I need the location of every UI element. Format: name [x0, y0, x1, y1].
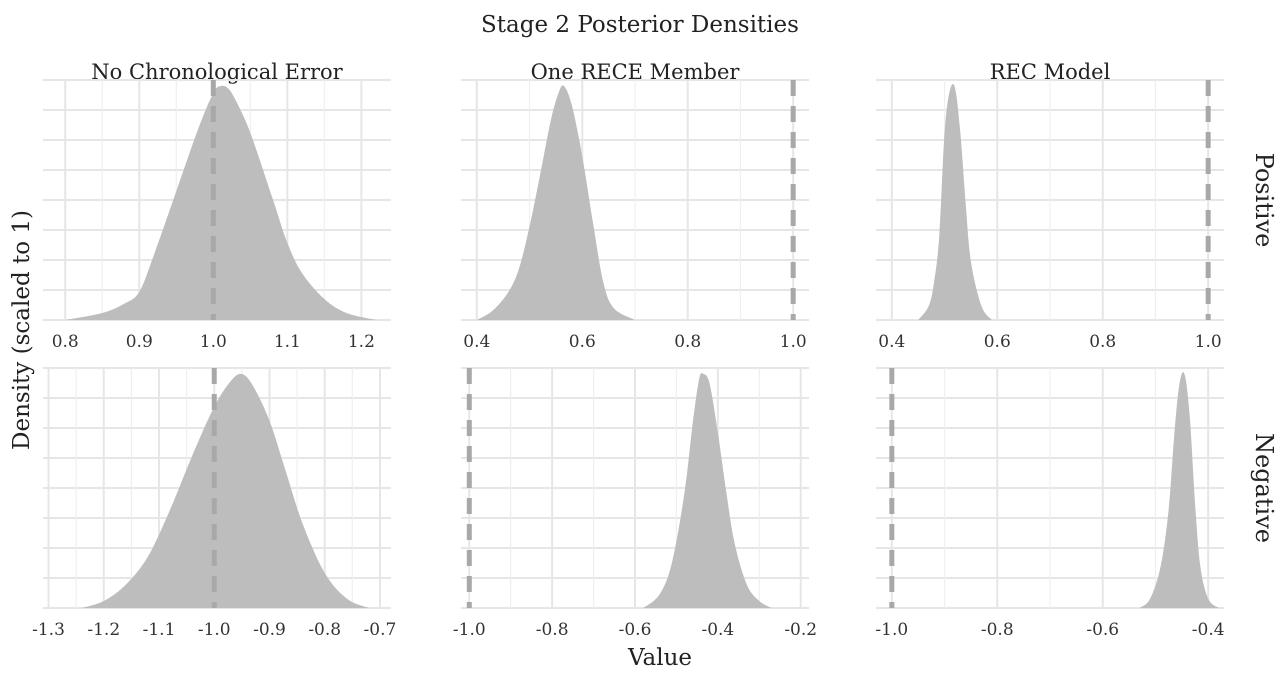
- row-strip-label: Negative: [1250, 433, 1278, 543]
- x-tick-label: -1.0: [198, 620, 231, 640]
- facet-panel: 0.4 0.6 0.8 1.0: [876, 79, 1224, 352]
- panels-group: No Chronological Error One RECE Member REC…: [32, 60, 1278, 640]
- x-tick-label: 1.1: [274, 332, 301, 352]
- x-axis-label: Value: [627, 645, 692, 671]
- x-tick-label: -0.4: [1192, 620, 1225, 640]
- density-area: [65, 85, 377, 320]
- facet-panel: -1.3 -1.2 -1.1 -1.0 -0.9 -0.8 -0.7: [32, 367, 397, 640]
- x-tick-label: 0.8: [674, 332, 701, 352]
- x-tick-label: 0.6: [984, 332, 1011, 352]
- x-tick-label: -0.8: [308, 620, 341, 640]
- x-tick-label: -1.0: [453, 620, 486, 640]
- x-tick-label: -0.9: [253, 620, 286, 640]
- x-tick-label: 1.0: [780, 332, 807, 352]
- x-tick-label: 0.6: [569, 332, 596, 352]
- x-tick-label: -1.1: [143, 620, 176, 640]
- x-tick-label: -0.6: [619, 620, 652, 640]
- density-area: [81, 373, 369, 608]
- x-tick-label: -0.8: [536, 620, 569, 640]
- facet-panel: 0.4 0.6 0.8 1.0: [461, 79, 809, 352]
- x-tick-label: -1.3: [32, 620, 65, 640]
- x-tick-label: 1.0: [1195, 332, 1222, 352]
- facet-panel: -1.0 -0.8 -0.6 -0.4 -0.2: [453, 367, 817, 640]
- x-tick-label: -0.6: [1086, 620, 1119, 640]
- x-tick-label: -0.2: [784, 620, 817, 640]
- x-tick-label: -1.0: [875, 620, 908, 640]
- x-tick-label: -0.8: [981, 620, 1014, 640]
- x-tick-label: 0.4: [878, 332, 905, 352]
- density-area: [1139, 372, 1219, 608]
- x-tick-label: 0.8: [1089, 332, 1116, 352]
- x-tick-label: 0.4: [463, 332, 490, 352]
- x-tick-label: 0.9: [126, 332, 153, 352]
- x-tick-label: -0.7: [364, 620, 397, 640]
- density-area: [643, 373, 772, 608]
- x-tick-label: 1.2: [348, 332, 375, 352]
- chart-title: Stage 2 Posterior Densities: [481, 12, 799, 38]
- x-tick-label: 0.8: [52, 332, 79, 352]
- y-axis-label: Density (scaled to 1): [9, 210, 35, 450]
- density-area: [918, 83, 992, 320]
- x-tick-label: -1.2: [87, 620, 120, 640]
- facet-panel: -1.0 -0.8 -0.6 -0.4: [875, 367, 1225, 640]
- facet-panel: 0.8 0.9 1.0 1.1 1.2: [43, 79, 391, 352]
- row-strip-label: Positive: [1250, 153, 1278, 248]
- x-tick-label: -0.4: [701, 620, 734, 640]
- density-area: [476, 85, 635, 320]
- x-tick-label: 1.0: [200, 332, 227, 352]
